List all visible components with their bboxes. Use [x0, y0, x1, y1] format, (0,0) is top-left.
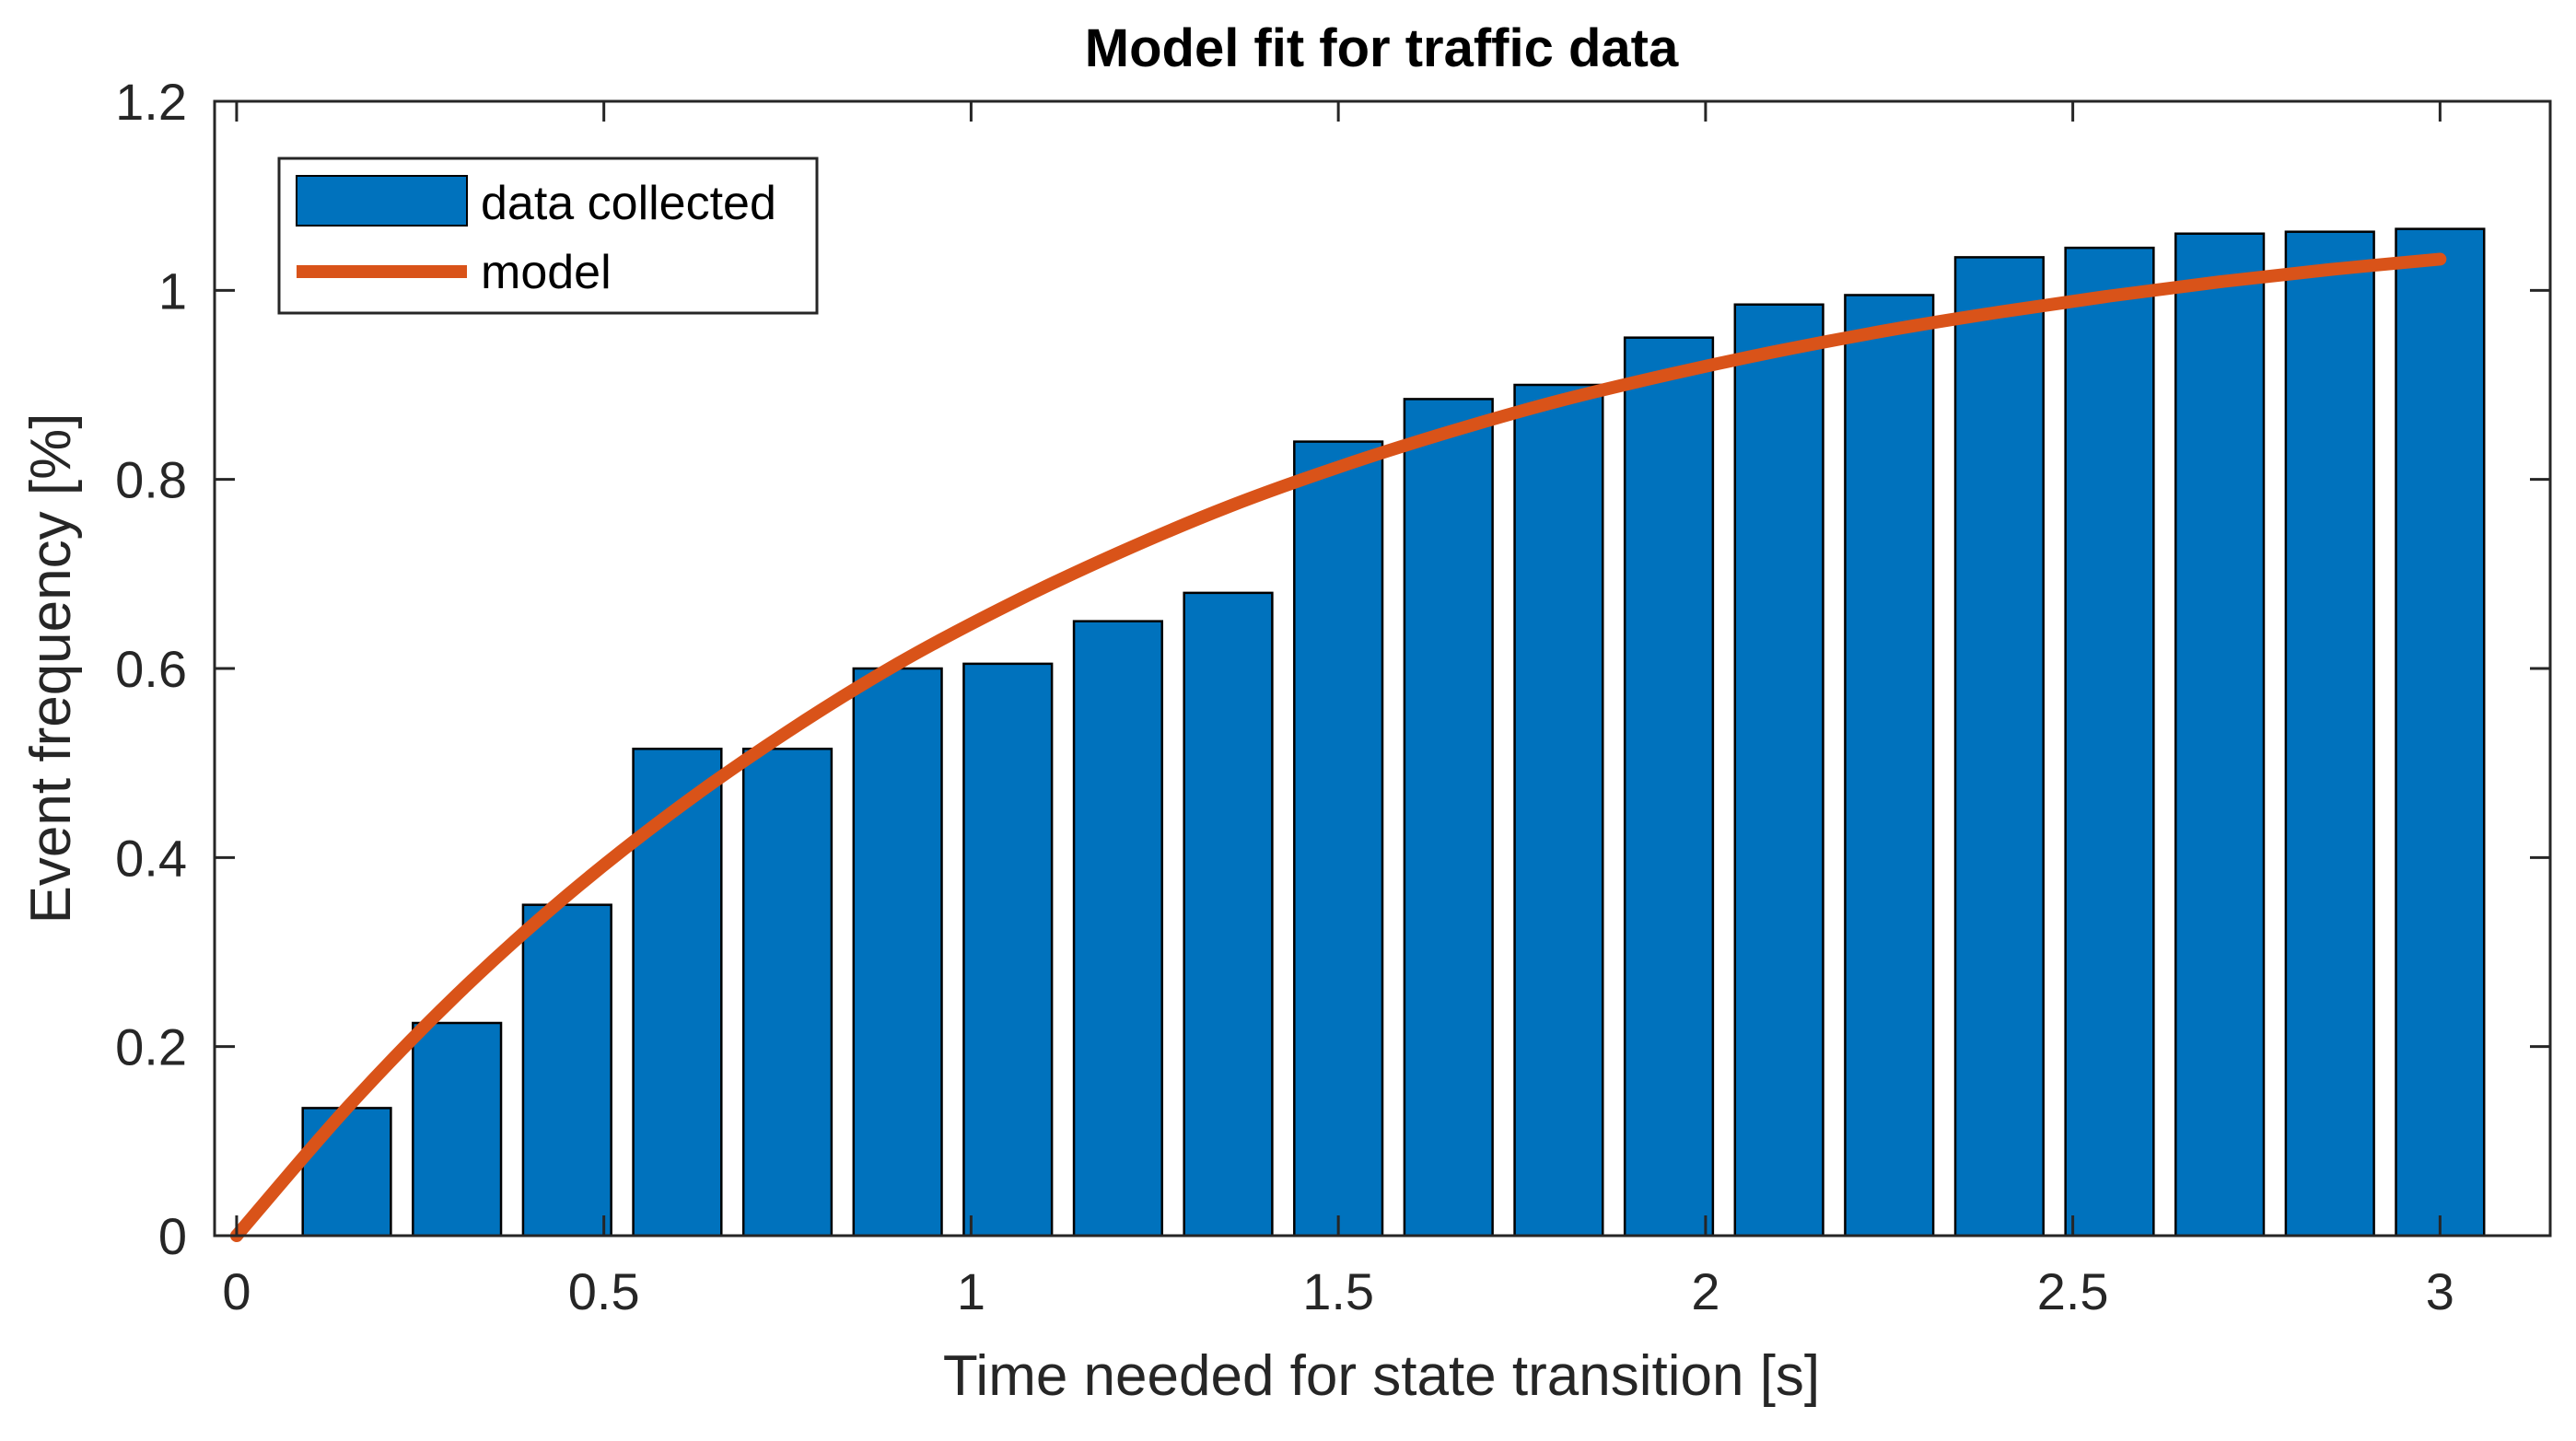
y-tick-label-0: 0	[158, 1207, 187, 1265]
bar-2	[521, 903, 612, 1238]
bar-17	[2174, 232, 2266, 1238]
y-tick-label-4: 0.8	[115, 451, 187, 509]
legend-label-model: model	[481, 246, 612, 299]
x-tick-label-0: 0	[222, 1262, 251, 1320]
y-tick-label-2: 0.4	[115, 829, 187, 887]
legend-label-data-collected: data collected	[481, 177, 776, 230]
x-tick-label-6: 3	[2426, 1262, 2454, 1320]
x-tick-label-4: 2	[1691, 1262, 1719, 1320]
x-tick-label-3: 1.5	[1302, 1262, 1374, 1320]
bar-15	[1953, 256, 2045, 1238]
y-axis-ticks: 0 0.2 0.4 0.6 0.8 1 1.2	[115, 73, 2550, 1265]
bar-11	[1513, 383, 1604, 1238]
y-tick-label-3: 0.6	[115, 640, 187, 698]
legend-bar-swatch	[296, 175, 468, 227]
bar-7	[1072, 620, 1164, 1238]
bar-18	[2284, 230, 2375, 1238]
y-tick-label-5: 1	[158, 261, 187, 320]
y-tick-label-1: 0.2	[115, 1018, 187, 1076]
x-tick-label-1: 0.5	[568, 1262, 640, 1320]
y-tick-label-6: 1.2	[115, 73, 187, 131]
x-axis-ticks: 0 0.5 1 1.5 2 2.5 3	[222, 101, 2454, 1320]
chart-title: Model fit for traffic data	[1085, 18, 1679, 78]
bar-8	[1183, 591, 1274, 1238]
bars-group	[301, 227, 2486, 1238]
x-tick-label-5: 2.5	[2037, 1262, 2109, 1320]
bar-10	[1403, 398, 1494, 1238]
x-axis-label: Time needed for state transition [s]	[943, 1344, 1820, 1408]
bar-1	[412, 1021, 503, 1238]
bar-6	[962, 662, 1054, 1238]
bar-13	[1733, 303, 1824, 1238]
legend: data collected model	[277, 157, 819, 315]
bar-14	[1844, 294, 1935, 1238]
bar-0	[301, 1107, 392, 1238]
bar-16	[2064, 246, 2155, 1238]
model-line	[229, 252, 2447, 1242]
x-tick-label-2: 1	[957, 1262, 985, 1320]
bar-5	[852, 667, 943, 1238]
bar-19	[2395, 227, 2486, 1238]
bar-3	[632, 748, 723, 1238]
y-axis-label: Event frequency [%]	[19, 413, 83, 924]
bar-9	[1293, 440, 1384, 1238]
bar-4	[741, 748, 833, 1238]
bar-12	[1623, 336, 1715, 1238]
model-line-group	[229, 252, 2447, 1242]
